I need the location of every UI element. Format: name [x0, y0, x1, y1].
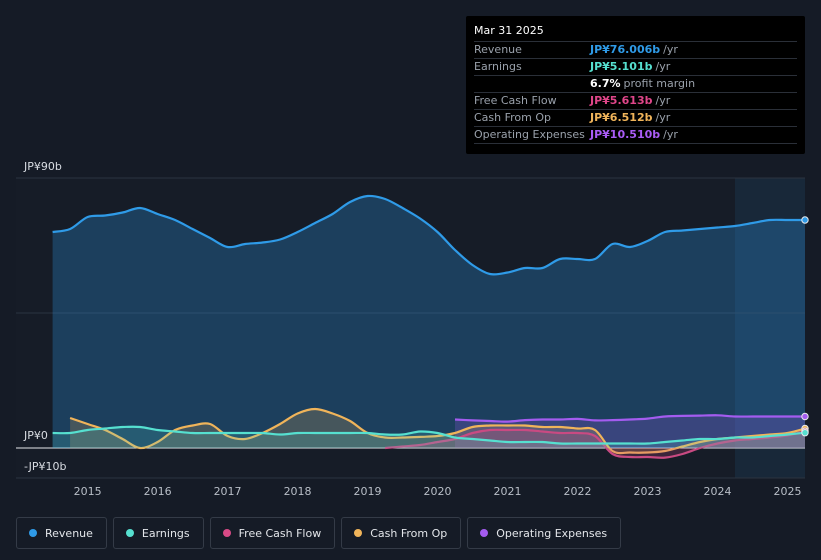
legend-item-cash-from-op[interactable]: Cash From Op: [341, 517, 462, 549]
x-tick-label: 2023: [634, 485, 662, 498]
tooltip-row: Revenue JP¥76.006b/yr: [474, 42, 797, 59]
earnings-line: [52, 425, 806, 445]
tooltip-label: Cash From Op: [474, 111, 552, 124]
tooltip-unit: /yr: [655, 111, 671, 124]
tooltip-row: Operating Expenses JP¥10.510b/yr: [474, 127, 797, 144]
x-tick-label: 2022: [564, 485, 592, 498]
tooltip-unit: /yr: [663, 128, 678, 141]
revenue-line: [52, 194, 805, 276]
legend-dot-icon: [29, 529, 37, 537]
tooltip-value: JP¥6.512b: [590, 111, 653, 124]
x-tick-label: 2024: [704, 485, 732, 498]
tooltip-unit: /yr: [663, 43, 678, 56]
tooltip-row: Cash From Op JP¥6.512b/yr: [474, 110, 797, 127]
tooltip-date: Mar 31 2025: [474, 24, 797, 42]
chart: JP¥90b JP¥0 -JP¥10b 2015 2016 2017 2018 2019 202…: [16, 160, 809, 498]
legend-dot-icon: [222, 529, 231, 537]
legend-label: Revenue: [45, 526, 93, 540]
y-tick-label: JP¥90b: [23, 160, 62, 173]
tooltip-label: Earnings: [474, 60, 522, 73]
y-tick-label: JP¥0: [23, 429, 48, 442]
legend-item-free-cash-flow[interactable]: Free Cash Flow: [209, 517, 336, 549]
tooltip-unit: profit margin: [623, 77, 696, 90]
legend-label: Earnings: [141, 526, 190, 540]
x-tick-label: 2016: [144, 485, 172, 498]
x-tick-label: 2025: [774, 485, 802, 498]
x-tick-label: 2018: [284, 485, 312, 498]
legend-item-operating-expenses[interactable]: Operating Expenses: [467, 517, 622, 549]
tooltip-value: JP¥5.613b: [590, 94, 653, 107]
operating-expenses-line: [454, 414, 805, 423]
legend-dot-icon: [480, 529, 489, 537]
tooltip-value: JP¥10.510b: [590, 128, 661, 141]
cash-from-op-area: [70, 409, 806, 454]
legend-dot-icon: [354, 529, 363, 537]
y-tick-label: -JP¥10b: [24, 460, 66, 473]
x-tick-label: 2017: [214, 485, 242, 498]
earnings-area: [52, 426, 806, 448]
legend-item-earnings[interactable]: Earnings: [112, 517, 204, 549]
legend-label: Cash From Op: [370, 526, 448, 540]
tooltip-value: 6.7%: [590, 77, 621, 90]
legend-item-revenue[interactable]: Revenue: [16, 517, 107, 549]
legend-dot-icon: [125, 529, 134, 537]
revenue-end-point: [801, 216, 809, 224]
revenue-area: [52, 195, 806, 448]
tooltip-label: Revenue: [474, 43, 522, 56]
tooltip-row: 6.7% profit margin: [474, 76, 797, 93]
tooltip-row: Free Cash Flow JP¥5.613b/yr: [474, 93, 797, 110]
tooltip-value: JP¥76.006b: [590, 43, 661, 56]
tooltip-label: Free Cash Flow: [474, 94, 557, 107]
tooltip-label: Operating Expenses: [474, 128, 585, 141]
tooltip-value: JP¥5.101b: [590, 60, 653, 73]
tooltip-row: Earnings JP¥5.101b/yr: [474, 59, 797, 76]
x-tick-label: 2015: [74, 485, 102, 498]
legend-label: Free Cash Flow: [238, 526, 322, 540]
legend-label: Operating Expenses: [496, 526, 608, 540]
legend: Revenue Earnings Free Cash Flow Cash From O…: [16, 517, 622, 549]
tooltip-panel: Mar 31 2025 Revenue JP¥76.006b/yr Earnings…: [466, 16, 805, 154]
x-tick-label: 2020: [424, 485, 452, 498]
tooltip-label: [474, 76, 590, 92]
highlight-region: [735, 178, 805, 478]
free-cash-flow-line: [385, 428, 806, 459]
operating-expenses-end-point: [801, 412, 809, 421]
earnings-end-point: [801, 429, 809, 437]
tooltip-unit: /yr: [655, 94, 671, 107]
cash-from-op-line: [69, 407, 806, 455]
x-tick-label: 2019: [354, 485, 382, 498]
x-tick-label: 2021: [494, 485, 522, 498]
tooltip-unit: /yr: [655, 60, 671, 73]
